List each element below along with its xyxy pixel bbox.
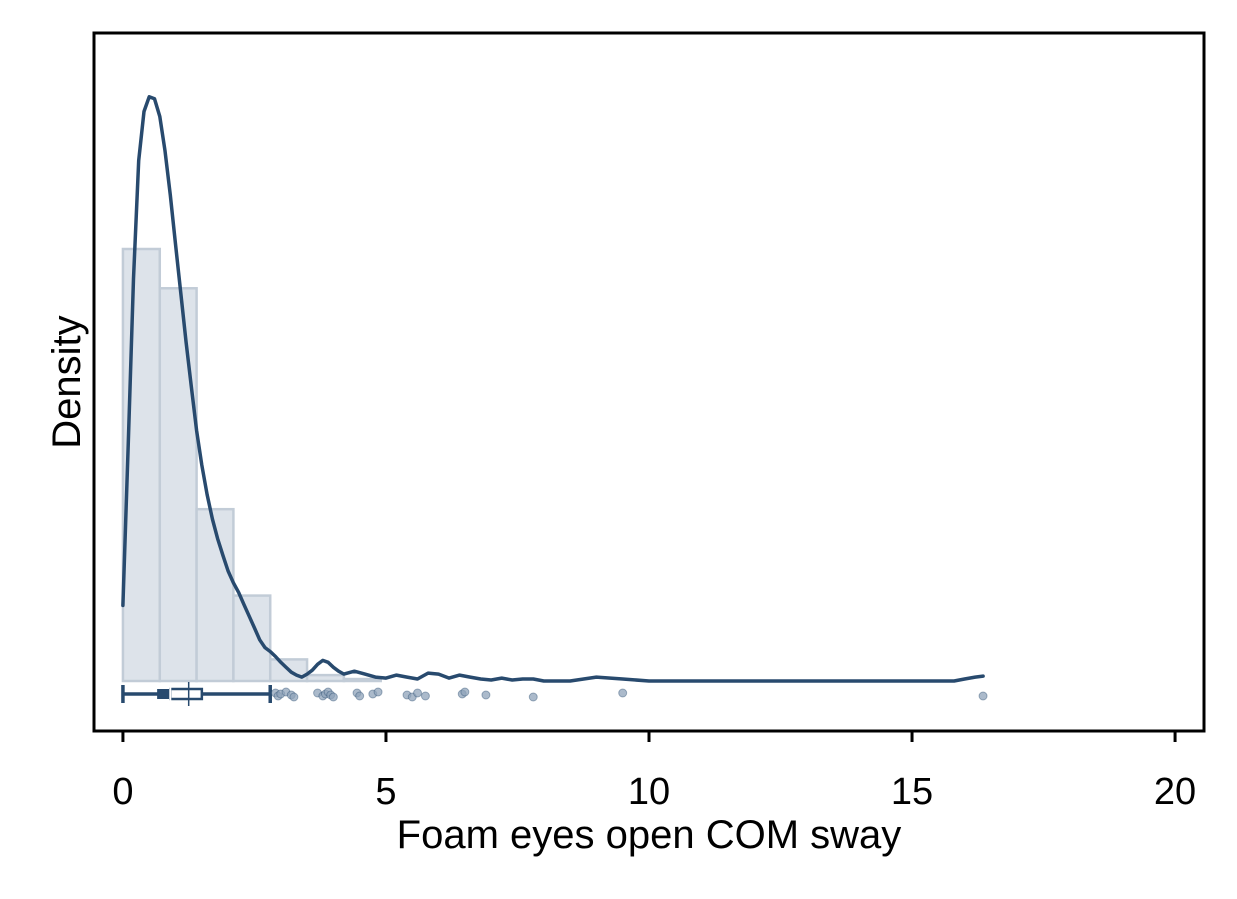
outlier-point xyxy=(373,687,383,697)
density-curve xyxy=(121,95,985,683)
outlier-point xyxy=(420,691,430,701)
histogram-bar xyxy=(158,287,198,683)
outlier-point xyxy=(460,687,470,697)
histogram-bar xyxy=(342,677,382,683)
boxplot-box-lower xyxy=(157,689,171,699)
x-axis-title: Foam eyes open COM sway xyxy=(397,813,902,857)
density-curve-group xyxy=(121,95,985,683)
x-axis-ticks: 0 5 10 15 20 xyxy=(112,731,1196,813)
outlier-point xyxy=(328,692,338,702)
x-tick-label: 20 xyxy=(1154,771,1196,813)
outlier-point xyxy=(528,692,538,702)
y-axis-title: Density xyxy=(45,315,89,448)
x-tick-label: 10 xyxy=(628,771,670,813)
boxplot-group xyxy=(121,682,272,706)
outlier-point xyxy=(289,692,299,702)
histogram-bar xyxy=(305,673,346,683)
x-tick-label: 0 xyxy=(112,771,133,813)
outlier-point xyxy=(978,691,988,701)
outlier-point xyxy=(618,688,628,698)
outlier-point xyxy=(481,690,491,700)
x-tick-label: 15 xyxy=(891,771,933,813)
histogram-bar xyxy=(195,507,235,683)
x-tick-label: 5 xyxy=(375,771,396,813)
boxplot-box-upper xyxy=(169,687,204,701)
outlier-points xyxy=(270,687,988,702)
histogram-bars xyxy=(121,247,382,683)
outlier-point xyxy=(355,691,365,701)
outlier-point xyxy=(413,688,423,698)
histogram-bar xyxy=(232,594,272,683)
